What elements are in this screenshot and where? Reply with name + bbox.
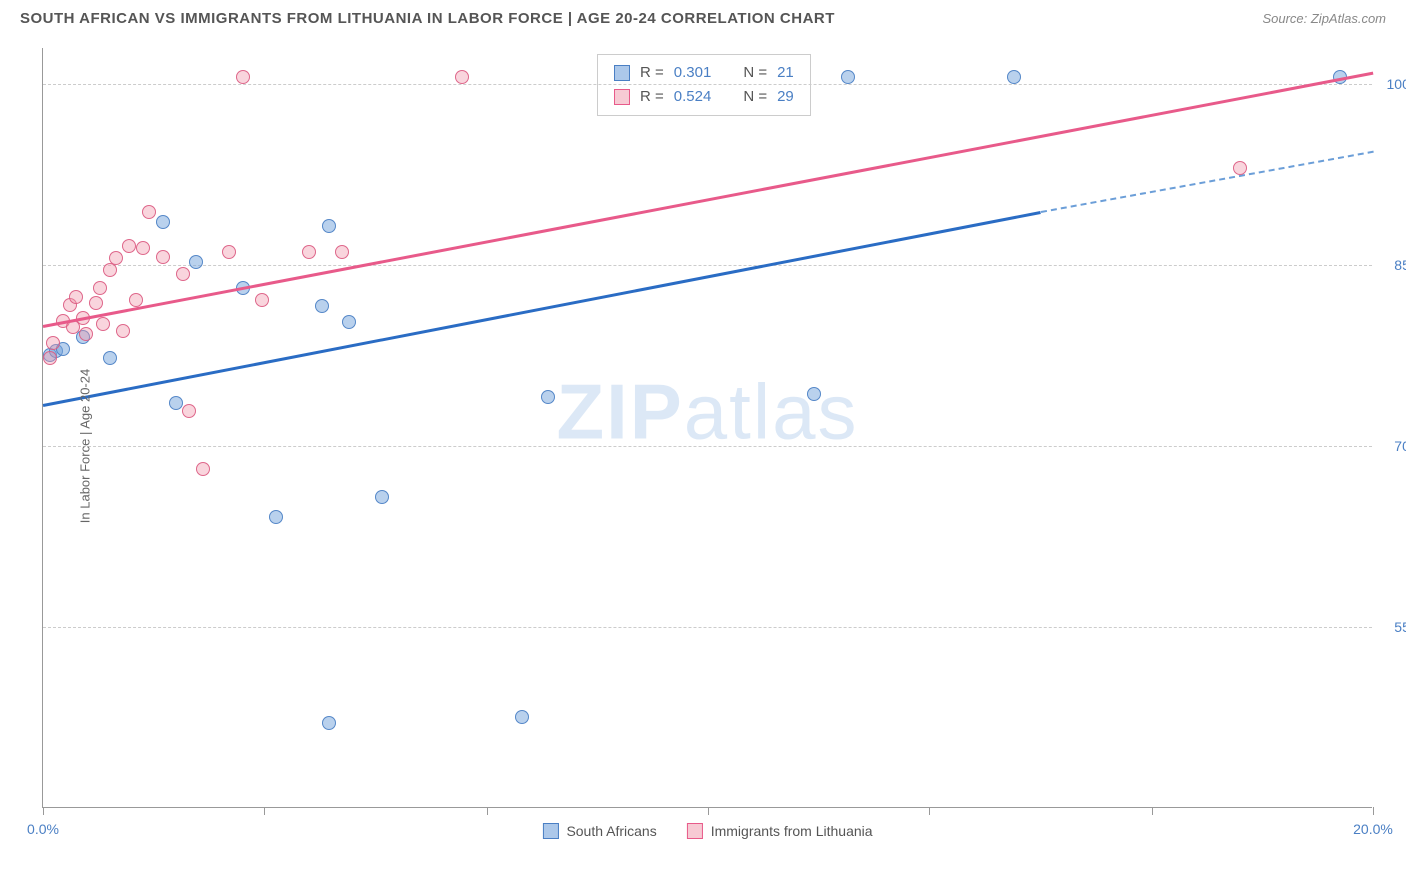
data-point-blue bbox=[375, 490, 389, 504]
y-tick-label: 70.0% bbox=[1394, 438, 1406, 454]
data-point-blue bbox=[156, 215, 170, 229]
data-point-blue bbox=[103, 351, 117, 365]
trend-line bbox=[43, 211, 1041, 406]
data-point-pink bbox=[302, 245, 316, 259]
data-point-pink bbox=[46, 336, 60, 350]
x-tick bbox=[929, 807, 930, 815]
x-tick bbox=[1373, 807, 1374, 815]
data-point-pink bbox=[455, 70, 469, 84]
data-point-pink bbox=[96, 317, 110, 331]
legend-item-pink: Immigrants from Lithuania bbox=[687, 823, 873, 839]
x-tick bbox=[43, 807, 44, 815]
stat-n-value: 21 bbox=[777, 61, 794, 85]
x-tick bbox=[487, 807, 488, 815]
data-point-pink bbox=[43, 351, 57, 365]
y-axis-label: In Labor Force | Age 20-24 bbox=[78, 369, 93, 523]
grid-line-horizontal bbox=[43, 446, 1372, 447]
x-tick-label: 0.0% bbox=[27, 821, 59, 837]
chart-container: SOUTH AFRICAN VS IMMIGRANTS FROM LITHUAN… bbox=[0, 0, 1406, 892]
data-point-pink bbox=[116, 324, 130, 338]
stat-n-label: N = bbox=[743, 85, 767, 109]
source-attribution: Source: ZipAtlas.com bbox=[1262, 11, 1386, 26]
data-point-pink bbox=[335, 245, 349, 259]
data-point-pink bbox=[255, 293, 269, 307]
stat-row-pink: R = 0.524 N = 29 bbox=[614, 85, 794, 109]
legend-label: Immigrants from Lithuania bbox=[711, 823, 873, 839]
data-point-pink bbox=[109, 251, 123, 265]
watermark: ZIPatlas bbox=[556, 367, 858, 458]
bottom-legend: South Africans Immigrants from Lithuania bbox=[542, 823, 872, 839]
trend-line bbox=[1040, 151, 1373, 213]
x-tick bbox=[264, 807, 265, 815]
title-row: SOUTH AFRICAN VS IMMIGRANTS FROM LITHUAN… bbox=[0, 0, 1406, 32]
data-point-pink bbox=[176, 267, 190, 281]
data-point-blue bbox=[322, 716, 336, 730]
data-point-pink bbox=[136, 241, 150, 255]
data-point-pink bbox=[196, 462, 210, 476]
data-point-pink bbox=[156, 250, 170, 264]
watermark-light: atlas bbox=[684, 368, 859, 456]
chart-title: SOUTH AFRICAN VS IMMIGRANTS FROM LITHUAN… bbox=[20, 10, 835, 27]
data-point-pink bbox=[69, 290, 83, 304]
stat-r-value: 0.301 bbox=[674, 61, 712, 85]
data-point-pink bbox=[142, 205, 156, 219]
legend-swatch-pink bbox=[687, 823, 703, 839]
data-point-blue bbox=[841, 70, 855, 84]
stat-row-blue: R = 0.301 N = 21 bbox=[614, 61, 794, 85]
data-point-pink bbox=[236, 70, 250, 84]
data-point-blue bbox=[315, 299, 329, 313]
legend-label: South Africans bbox=[566, 823, 656, 839]
data-point-blue bbox=[1007, 70, 1021, 84]
stat-n-label: N = bbox=[743, 61, 767, 85]
data-point-pink bbox=[103, 263, 117, 277]
y-tick-label: 100.0% bbox=[1387, 76, 1406, 92]
data-point-blue bbox=[169, 396, 183, 410]
data-point-blue bbox=[541, 390, 555, 404]
data-point-blue bbox=[807, 387, 821, 401]
data-point-blue bbox=[269, 510, 283, 524]
data-point-pink bbox=[122, 239, 136, 253]
data-point-blue bbox=[322, 219, 336, 233]
data-point-pink bbox=[79, 327, 93, 341]
stat-r-value: 0.524 bbox=[674, 85, 712, 109]
data-point-pink bbox=[1233, 161, 1247, 175]
data-point-blue bbox=[189, 255, 203, 269]
chart-plot-area: ZIPatlas R = 0.301 N = 21 R = 0.524 N = … bbox=[42, 48, 1372, 808]
data-point-pink bbox=[93, 281, 107, 295]
stat-r-label: R = bbox=[640, 85, 664, 109]
y-tick-label: 55.0% bbox=[1394, 619, 1406, 635]
x-tick-label: 20.0% bbox=[1353, 821, 1393, 837]
grid-line-horizontal bbox=[43, 627, 1372, 628]
stat-n-value: 29 bbox=[777, 85, 794, 109]
x-tick bbox=[1152, 807, 1153, 815]
grid-line-horizontal bbox=[43, 84, 1372, 85]
legend-swatch-blue bbox=[614, 65, 630, 81]
x-tick bbox=[708, 807, 709, 815]
y-tick-label: 85.0% bbox=[1394, 257, 1406, 273]
watermark-bold: ZIP bbox=[556, 368, 683, 456]
legend-item-blue: South Africans bbox=[542, 823, 656, 839]
data-point-blue bbox=[515, 710, 529, 724]
data-point-pink bbox=[222, 245, 236, 259]
data-point-pink bbox=[182, 404, 196, 418]
legend-swatch-pink bbox=[614, 89, 630, 105]
stat-r-label: R = bbox=[640, 61, 664, 85]
legend-swatch-blue bbox=[542, 823, 558, 839]
data-point-pink bbox=[89, 296, 103, 310]
grid-line-horizontal bbox=[43, 265, 1372, 266]
data-point-blue bbox=[342, 315, 356, 329]
